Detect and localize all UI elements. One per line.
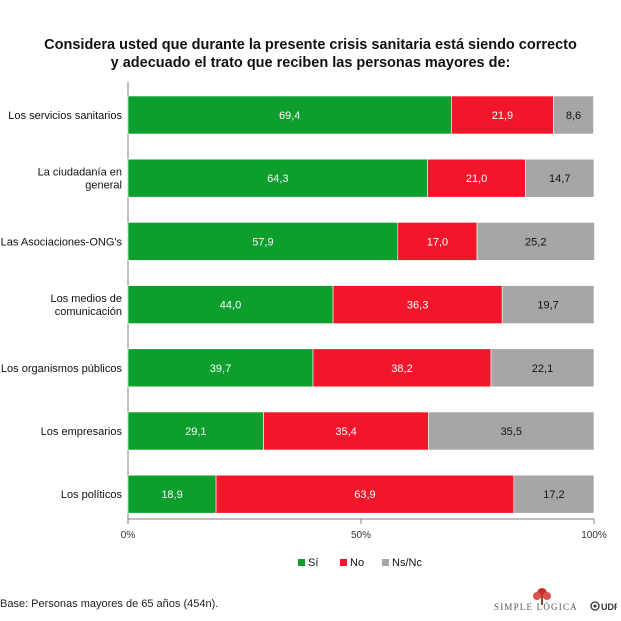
bar-data-label: 21,9 — [492, 110, 513, 122]
udp-text: UDP — [601, 602, 617, 612]
bar-segment-nsnc — [428, 411, 595, 451]
bar-data-label: 29,1 — [185, 426, 206, 438]
footer-note: Base: Personas mayores de 65 años (454n)… — [0, 598, 219, 610]
legend-swatch — [340, 559, 347, 566]
bar-data-label: 17,2 — [543, 489, 564, 501]
category-label: Los servicios sanitarios — [8, 110, 122, 122]
legend-label: No — [350, 557, 364, 569]
bar-data-label: 8,6 — [566, 110, 581, 122]
bar-segment-no — [451, 95, 554, 135]
chart-title: Considera usted que durante la presente … — [0, 36, 621, 72]
bar-segment-no — [332, 285, 503, 324]
bar-data-label: 39,7 — [210, 363, 231, 375]
udp-logo-icon — [590, 601, 600, 611]
bar-data-label: 21,0 — [466, 173, 487, 185]
bar-data-label: 63,9 — [354, 489, 375, 501]
bar-data-label: 17,0 — [427, 236, 448, 248]
bar-segment-nsnc — [513, 474, 595, 514]
category-label: La ciudadanía en general — [38, 167, 122, 192]
x-tick-label: 0% — [121, 530, 136, 541]
bar-segment-no — [263, 411, 429, 451]
bar-segment-nsnc — [553, 95, 594, 135]
legend-swatch — [298, 559, 305, 566]
bar-data-label: 69,4 — [279, 110, 300, 122]
bar-segment-nsnc — [525, 158, 595, 198]
legend-label: Ns/Nc — [392, 557, 422, 569]
simple-logica-logo: SIMPLE LÓGICA UDP — [494, 588, 617, 612]
bar-segment-nsnc — [501, 285, 595, 324]
bar-data-label: 22,1 — [532, 363, 553, 375]
chart-title-line-2: y adecuado el trato que reciben las pers… — [110, 55, 511, 71]
x-tick-label: 100% — [581, 530, 607, 541]
bar-data-label: 18,9 — [161, 489, 182, 501]
bar-data-label: 25,2 — [525, 236, 546, 248]
category-label: Los empresarios — [41, 426, 123, 438]
bar-data-label: 36,3 — [407, 300, 428, 312]
bar-segment-s — [127, 474, 217, 514]
legend-swatch — [382, 559, 389, 566]
bar-data-label: 35,4 — [335, 426, 356, 438]
bar-segment-nsnc — [476, 222, 595, 261]
bar-segment-no — [427, 158, 526, 198]
bar-segment-no — [215, 474, 515, 514]
bar-data-label: 14,7 — [549, 173, 570, 185]
bar-data-label: 44,0 — [220, 300, 241, 312]
brand-name: SIMPLE LÓGICA — [494, 602, 578, 612]
category-label: Los políticos — [61, 489, 123, 501]
bar-data-label: 64,3 — [267, 173, 288, 185]
bar-data-label: 57,9 — [252, 236, 273, 248]
bar-data-label: 38,2 — [391, 363, 412, 375]
bar-data-label: 35,5 — [501, 426, 522, 438]
bar-segment-no — [397, 222, 478, 261]
legend-label: Sí — [308, 557, 318, 569]
x-tick-label: 50% — [351, 530, 371, 541]
category-label: Los medios de comunicación — [50, 293, 122, 318]
category-label: Las Asociaciones-ONG's — [1, 236, 123, 248]
tree-icon — [533, 588, 551, 605]
bar-segment-nsnc — [490, 348, 595, 388]
bar-segment-s — [127, 95, 452, 135]
bar-data-label: 19,7 — [537, 300, 558, 312]
bar-segment-s — [127, 158, 428, 198]
chart-title-line-1: Considera usted que durante la presente … — [44, 37, 577, 53]
category-label: Los organismos públicos — [1, 363, 123, 375]
bar-segment-s — [127, 348, 314, 388]
bar-segment-s — [127, 285, 334, 324]
